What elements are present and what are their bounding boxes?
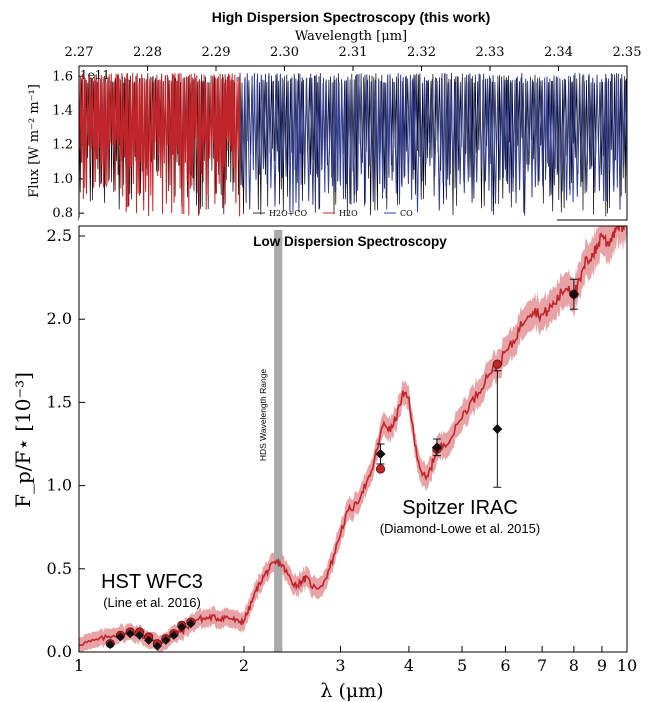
bottom-y-tick-label: 2.5 [47,226,72,245]
hst-observed-point [186,619,196,629]
spitzer-model-point [492,359,502,369]
bottom-y-tick-label: 1.5 [47,392,72,411]
top-y-tick-label: 1.4 [52,103,73,118]
bottom-x-tick-label: 1 [74,656,84,675]
bottom-x-ticks: 1 2 3 4 5 6 7 8 9 10 [74,646,637,675]
spitzer-model-point [375,464,386,474]
hst-observed-point [105,640,115,650]
top-x-tick-label: 2.28 [133,45,162,60]
spitzer-observed-point [492,424,503,435]
hds-wavelength-band [274,226,283,652]
bottom-x-tick-label: 3 [335,656,345,675]
bottom-x-tick-label: 6 [500,656,510,675]
hst-observed-point [115,632,125,642]
bottom-y-tick-label: 1.0 [47,476,72,495]
bottom-x-tick-label: 9 [597,656,607,675]
bottom-y-tick-label: 0.5 [47,559,72,578]
spitzer-observed-point [431,442,442,453]
model-spectrum-line [79,226,625,647]
top-legend: H2O+CO H2O CO [253,209,413,218]
hst-observed-point [135,630,145,640]
top-y-tick-label: 1.0 [52,172,73,187]
top-ylabel: Flux [W m⁻² m⁻¹] [27,84,42,198]
hst-observed-point [144,635,154,645]
bottom-frame [78,225,628,653]
bottom-x-tick-label: 4 [404,656,414,675]
legend-label: CO [400,209,413,218]
bottom-ylabel: F_p/F⋆ [10⁻³] [11,372,35,508]
top-x-ticks: 2.27 2.28 2.29 2.30 2.31 2.32 2.33 2.34 2.35 [65,45,642,71]
top-title: High Dispersion Spectroscopy (this work) [212,9,491,25]
top-x-tick-label: 2.33 [476,45,505,60]
top-xlabel: Wavelength [μm] [295,29,407,44]
hst-observed-point [169,630,179,640]
top-y-tick-label: 1.6 [52,69,73,84]
spitzer-label: Spitzer IRAC [402,497,518,519]
hst-citation: (Line et al. 2016) [103,595,201,610]
hst-observed-point [125,629,135,639]
top-panel-overlay-box [79,218,557,230]
hst-label: HST WFC3 [101,571,203,593]
top-x-tick-label: 2.32 [407,45,436,60]
bottom-y-tick-label: 0.0 [47,642,72,661]
spitzer-observed-point [568,289,579,300]
series-co-line [239,72,627,213]
legend-label: H2O+CO [269,209,307,218]
bottom-x-tick-label: 10 [617,656,637,675]
hst-observed-point [161,635,171,645]
top-x-tick-label: 2.29 [202,45,231,60]
top-x-tick-label: 2.27 [65,45,94,60]
bottom-y-tick-label: 2.0 [47,309,72,328]
bottom-x-tick-label: 7 [537,656,547,675]
series-h2o-co-line [79,72,627,217]
series-h2o-line [79,72,241,217]
hst-observed-point [177,622,187,632]
top-x-tick-label: 2.31 [339,45,368,60]
top-y-tick-label: 1.2 [52,138,73,153]
data-points [105,278,579,651]
hds-band-label: HDS Wavelength Range [258,369,268,462]
legend-label: H2O [339,209,358,218]
hst-observed-point [152,641,162,651]
bottom-x-tick-label: 2 [239,656,249,675]
top-x-tick-label: 2.35 [613,45,642,60]
bottom-x-tick-label: 5 [457,656,467,675]
top-x-tick-label: 2.30 [270,45,299,60]
bottom-x-tick-label: 8 [569,656,579,675]
spitzer-citation: (Diamond-Lowe et al. 2015) [380,521,540,536]
top-x-tick-label: 2.34 [544,45,573,60]
bottom-y-ticks: 0.0 0.5 1.0 1.5 2.0 2.5 [47,226,85,661]
bottom-title: Low Dispersion Spectroscopy [253,234,447,249]
top-y-tick-label: 0.8 [52,206,73,221]
bottom-xlabel: λ (μm) [320,680,383,702]
spitzer-observed-point [375,448,386,459]
